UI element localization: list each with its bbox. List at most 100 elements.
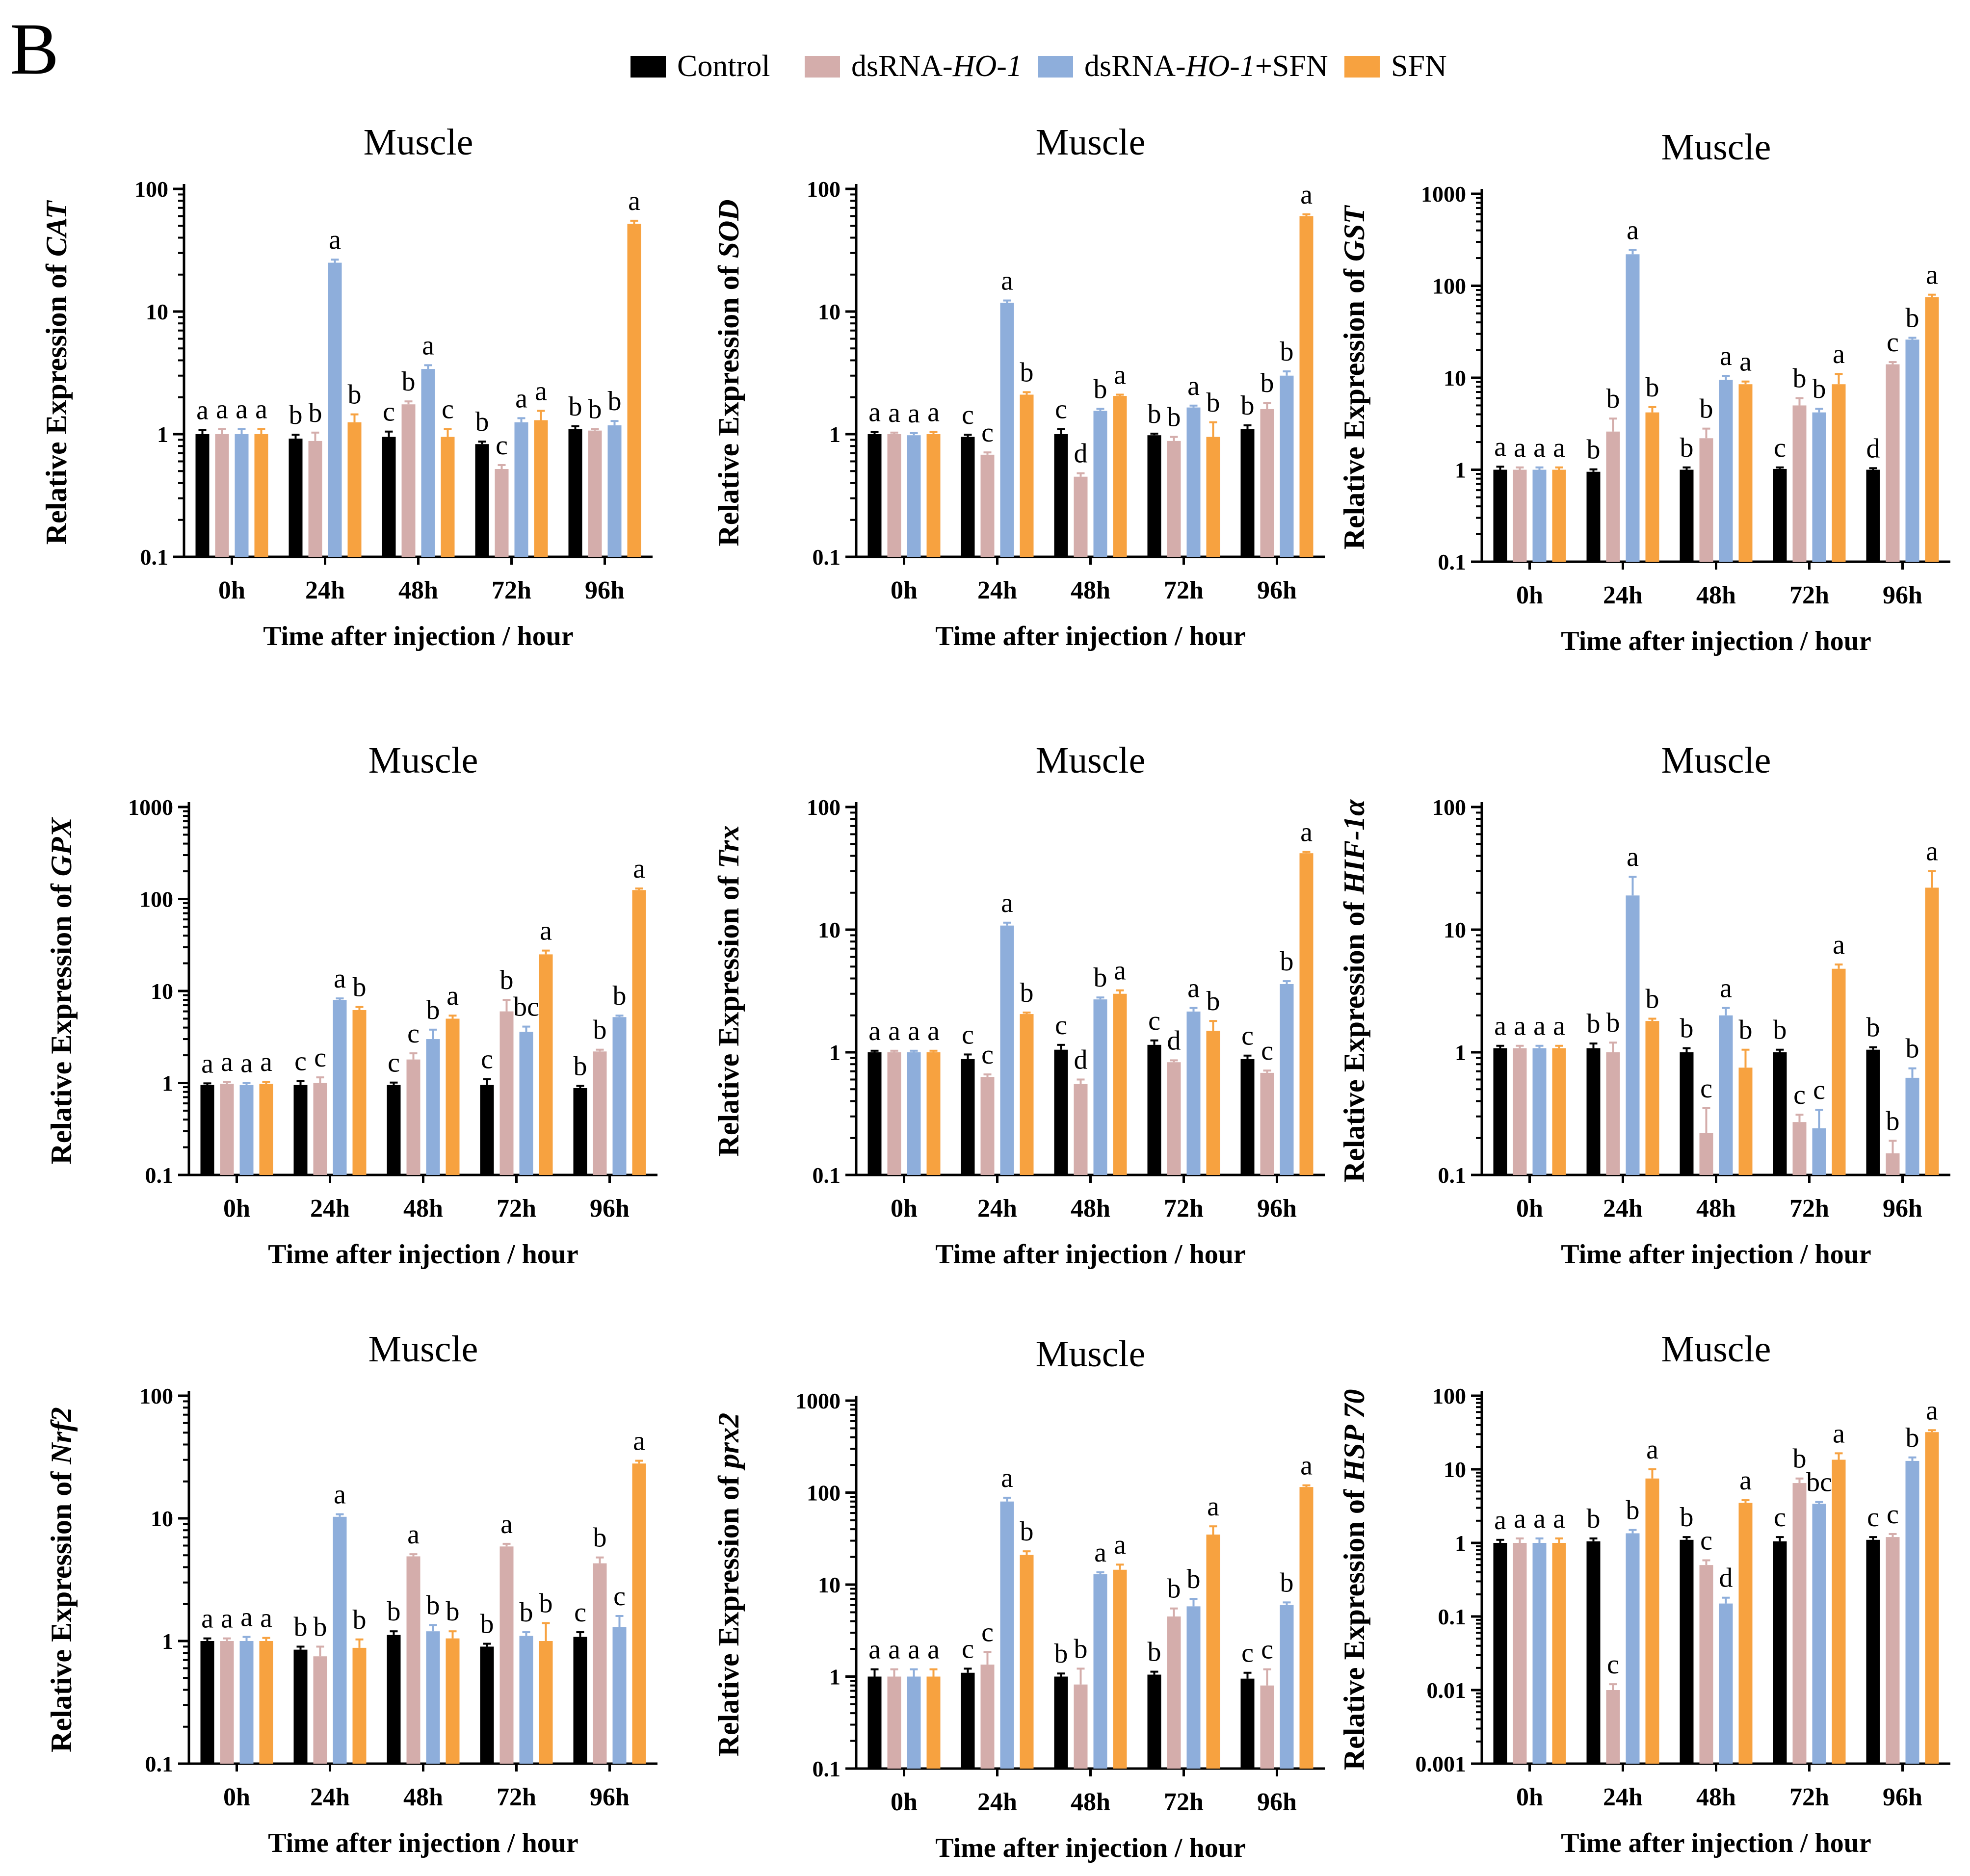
charts: Muscle Relative Expression of CAT Time aft…	[40, 122, 1950, 1863]
y-axis-label: Relative Expression of SOD	[712, 199, 745, 546]
significance-letter: a	[1553, 1011, 1565, 1042]
x-tick-label: 0h	[1516, 1195, 1543, 1223]
bar	[1054, 1049, 1068, 1175]
chart-title: Muscle	[1661, 740, 1771, 781]
significance-letter: b	[353, 1605, 367, 1635]
y-tick-label: 100	[1432, 274, 1466, 299]
significance-letter: b	[1700, 394, 1713, 424]
bar	[907, 1052, 921, 1175]
x-tick-label: 0h	[223, 1783, 250, 1811]
bar	[220, 1084, 234, 1175]
significance-letter: a	[1926, 260, 1938, 290]
x-tick-label: 0h	[1516, 581, 1543, 609]
bar	[867, 1052, 882, 1175]
bar	[1000, 1501, 1014, 1769]
significance-letter: a	[1533, 433, 1546, 463]
x-axis-label: Time after injection / hour	[268, 1828, 578, 1858]
significance-letter: b	[353, 972, 367, 1003]
significance-letter: b	[1680, 1014, 1694, 1044]
bar	[1020, 1555, 1034, 1769]
y-tick-label: 0.1	[813, 1163, 841, 1188]
chart-title: Muscle	[364, 122, 473, 163]
significance-letter: c	[1793, 1080, 1806, 1110]
bar	[1866, 469, 1880, 562]
bar	[313, 1656, 327, 1764]
bar	[1866, 1049, 1880, 1175]
bar	[1792, 1122, 1807, 1175]
x-tick-label: 48h	[1696, 581, 1736, 609]
x-tick-label: 48h	[1071, 576, 1110, 604]
bar	[926, 1676, 941, 1769]
significance-letter: a	[888, 398, 900, 428]
significance-letter: a	[1926, 1395, 1938, 1426]
x-tick-label: 96h	[1883, 1195, 1922, 1223]
bar	[1832, 968, 1846, 1175]
y-tick-label: 1	[162, 1071, 173, 1096]
legend-swatch	[1344, 56, 1380, 78]
bar	[1738, 384, 1753, 562]
significance-letter: a	[1833, 930, 1845, 960]
y-axis-label: Relative Expression of CAT	[40, 200, 73, 545]
legend-swatch	[805, 56, 840, 78]
bar	[1773, 469, 1787, 562]
y-tick-label: 1	[1455, 458, 1466, 483]
significance-letter: a	[1114, 360, 1126, 390]
bar	[259, 1084, 273, 1175]
y-tick-label: 10	[1444, 1457, 1466, 1482]
significance-letter: c	[1887, 1499, 1899, 1530]
y-tick-label: 1000	[128, 795, 173, 820]
y-tick-label: 10	[1444, 917, 1466, 942]
bar	[382, 437, 396, 557]
significance-letter: b	[1020, 978, 1034, 1008]
significance-letter: b	[1680, 1502, 1694, 1533]
significance-letter: a	[255, 394, 267, 425]
significance-letter: b	[500, 965, 514, 995]
bar	[1626, 895, 1640, 1175]
legend-label: Control	[677, 50, 770, 83]
y-tick-label: 0.1	[145, 1751, 174, 1776]
chart-muscle-hif1: Muscle Relative Expression of HIF-1α Time …	[1338, 740, 1950, 1270]
bar	[289, 439, 303, 557]
significance-letter: c	[496, 430, 508, 461]
significance-letter: a	[407, 1519, 420, 1550]
bar	[1925, 887, 1939, 1175]
y-tick-label: 1	[1455, 1040, 1466, 1065]
bar	[1000, 925, 1014, 1175]
significance-letter: b	[1241, 391, 1255, 421]
bar	[1680, 1052, 1694, 1175]
bar	[1792, 405, 1807, 562]
y-axis-label: Relative Expression of HSP 70	[1338, 1389, 1370, 1771]
chart-muscle-gst: Muscle Relative Expression of GST Time aft…	[1338, 127, 1950, 656]
bar	[519, 1032, 533, 1175]
legend-label: dsRNA-HO-1	[851, 50, 1022, 83]
significance-letter: b	[426, 1590, 440, 1620]
bar	[1280, 1605, 1294, 1769]
legend-item: dsRNA-HO-1+SFN	[1038, 50, 1328, 83]
y-axis-label: Relative Expression of HIF-1α	[1338, 799, 1370, 1182]
bar	[1905, 339, 1919, 562]
bar	[259, 1641, 273, 1764]
significance-letter: b	[1793, 364, 1807, 394]
x-axis-label: Time after injection / hour	[263, 621, 574, 651]
bar	[1812, 1504, 1826, 1764]
y-tick-label: 10	[818, 299, 841, 324]
x-tick-label: 96h	[1883, 1783, 1922, 1811]
x-tick-label: 72h	[1164, 1195, 1204, 1223]
significance-letter: a	[888, 1016, 900, 1046]
legend-swatch	[1038, 56, 1073, 78]
significance-letter: b	[1587, 1504, 1601, 1534]
significance-letter: a	[1494, 1505, 1506, 1536]
x-axis-label: Time after injection / hour	[935, 1833, 1246, 1863]
significance-letter: a	[334, 964, 346, 994]
bar	[1093, 1574, 1107, 1769]
significance-letter: c	[1241, 1021, 1254, 1051]
x-tick-label: 24h	[977, 1195, 1017, 1223]
bar	[387, 1085, 401, 1175]
bar	[1552, 1543, 1566, 1764]
x-tick-label: 72h	[497, 1783, 536, 1811]
y-tick-label: 0.1	[813, 1756, 841, 1781]
bar	[1626, 254, 1640, 562]
y-axis-label: Relative Expression of Trx	[712, 826, 745, 1157]
x-tick-label: 96h	[590, 1195, 630, 1223]
bar	[1074, 1684, 1088, 1769]
